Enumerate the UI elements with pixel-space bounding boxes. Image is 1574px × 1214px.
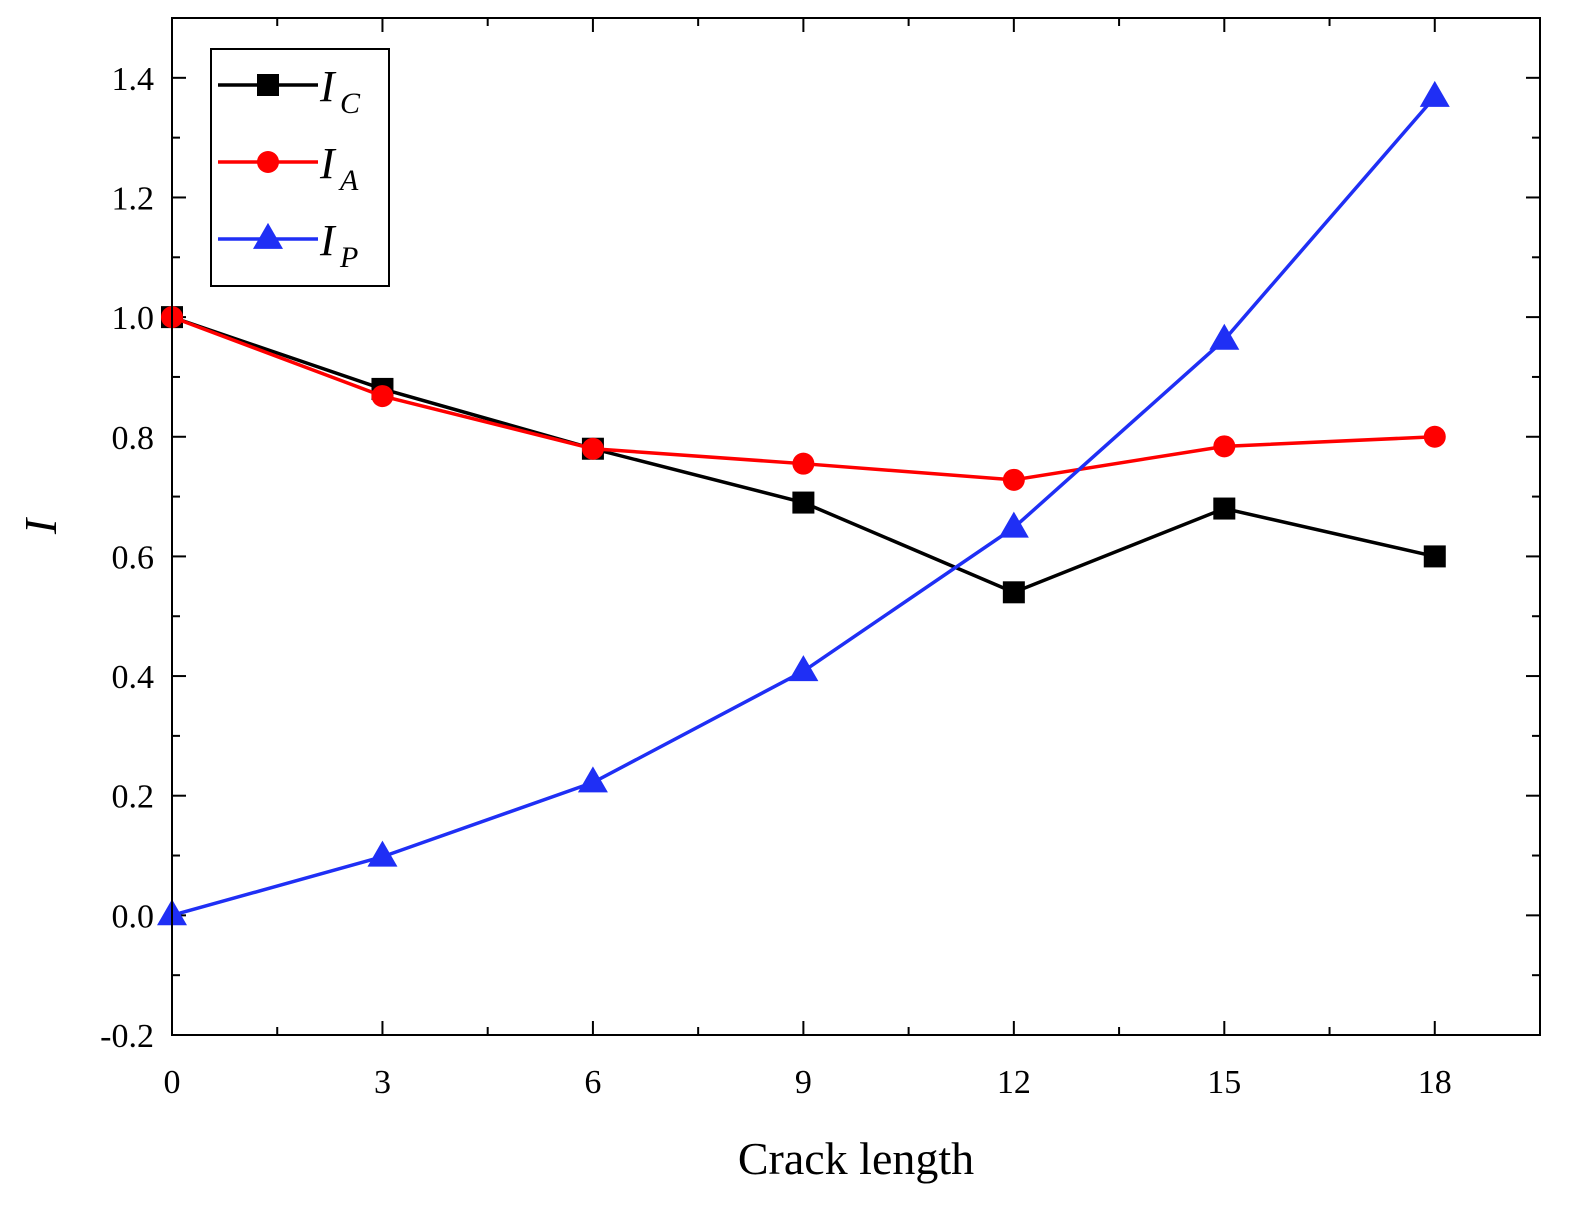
x-tick-label: 6 [584, 1064, 601, 1101]
data-point-I_P [1209, 323, 1240, 350]
data-point-I_A [1213, 435, 1236, 458]
legend-sublabel-I_C: C [340, 87, 361, 120]
y-tick-label: -0.2 [100, 1018, 154, 1055]
legend-sublabel-I_P: P [339, 241, 358, 274]
data-point-I_C [792, 491, 815, 514]
data-point-I_C [1002, 581, 1025, 604]
data-point-I_A [371, 385, 394, 408]
y-tick-label: 0.4 [112, 659, 155, 696]
x-tick-label: 9 [795, 1064, 812, 1101]
data-point-I_P [367, 840, 398, 867]
y-tick-label: 1.2 [112, 180, 155, 217]
data-point-I_A [792, 452, 815, 475]
y-tick-label: 1.4 [112, 61, 155, 98]
data-point-I_C [1423, 545, 1446, 568]
legend-label-I_C: I [319, 62, 337, 111]
data-point-I_P [788, 655, 819, 682]
legend: I CI AI P [210, 48, 390, 287]
y-tick-label: 0.2 [112, 779, 155, 816]
data-point-I_P [998, 511, 1029, 538]
legend-marker-I_C [257, 74, 279, 96]
legend-sublabel-I_A: A [338, 164, 359, 197]
legend-label-I_P: I [319, 216, 337, 265]
plot-frame [171, 17, 1541, 1036]
x-tick-label: 0 [164, 1064, 181, 1101]
y-tick-label: 0.6 [112, 539, 155, 576]
x-axis-title: Crack length [738, 1133, 974, 1184]
data-point-I_C [1213, 497, 1236, 520]
legend-label-I_A: I [319, 139, 337, 188]
x-tick-label: 3 [374, 1064, 391, 1101]
x-tick-label: 18 [1418, 1064, 1452, 1101]
tick-labels: 0 3 6 9 12 15 18 -0.2 0.0 0.2 0.4 0.6 0.8 1.0 1.2 1.4 [100, 61, 1452, 1101]
data-point-I_A [1002, 468, 1025, 491]
x-tick-label: 15 [1207, 1064, 1241, 1101]
legend-marker-I_A [257, 151, 279, 173]
x-tick-label: 12 [997, 1064, 1031, 1101]
legend-box [210, 48, 390, 287]
y-tick-label: 0.0 [112, 898, 155, 935]
series-layer [157, 80, 1450, 926]
data-point-I_A [1423, 425, 1446, 448]
data-point-I_P [577, 766, 608, 793]
axis-ticks [171, 18, 1540, 1036]
data-point-I_A [581, 437, 604, 460]
y-tick-label: 0.8 [112, 420, 155, 457]
legend-marker-I_P [253, 222, 283, 249]
data-point-I_P [1419, 80, 1450, 107]
y-tick-label: 1.0 [112, 300, 155, 337]
y-axis-title: I [15, 516, 66, 535]
